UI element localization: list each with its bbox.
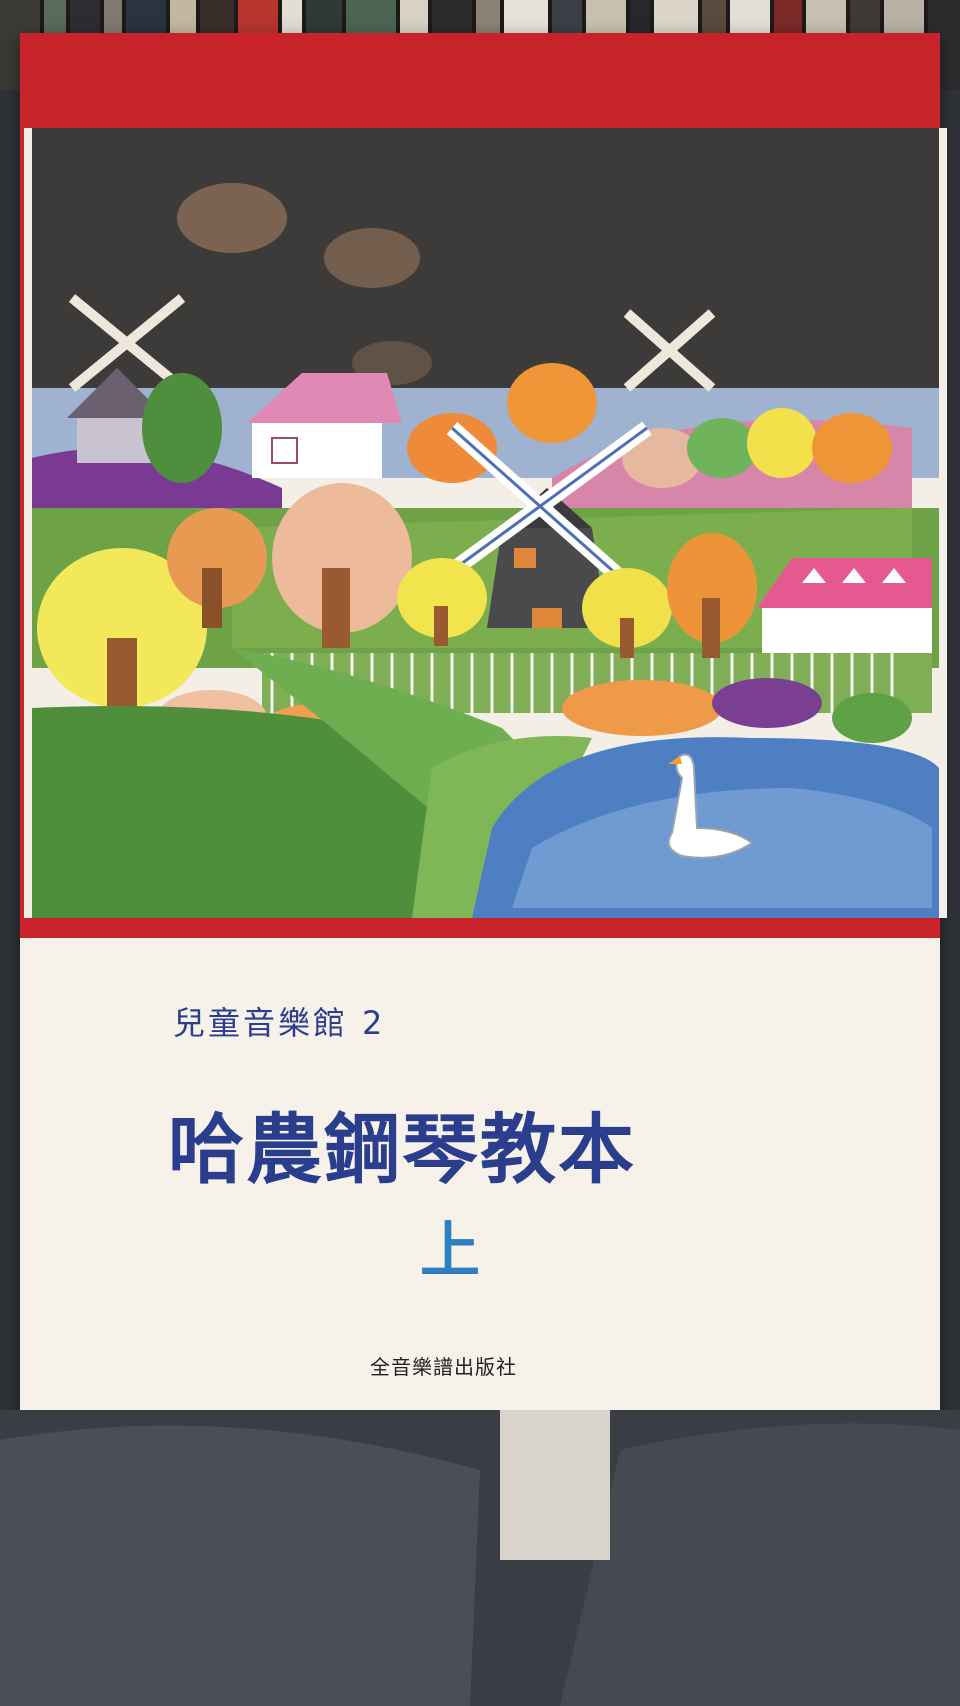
swan-drawing bbox=[667, 753, 754, 859]
crayon-landscape-drawing bbox=[32, 128, 939, 918]
series-label: 兒童音樂館 bbox=[173, 1004, 349, 1042]
book-title: 哈農鋼琴教本 bbox=[168, 1105, 636, 1194]
title-panel: 兒童音樂館 2 哈農鋼琴教本 上 全音樂譜出版社 bbox=[20, 938, 940, 1423]
book-cover: 兒童音樂館 2 哈農鋼琴教本 上 全音樂譜出版社 bbox=[20, 33, 947, 1423]
series-number: 2 bbox=[362, 1004, 386, 1042]
publisher-name: 全音樂譜出版社 bbox=[370, 1355, 517, 1379]
series-name: 兒童音樂館 2 bbox=[173, 998, 385, 1044]
volume-label: 上 bbox=[420, 1216, 480, 1286]
cover-illustration bbox=[24, 128, 947, 918]
lap-background bbox=[0, 1410, 960, 1706]
